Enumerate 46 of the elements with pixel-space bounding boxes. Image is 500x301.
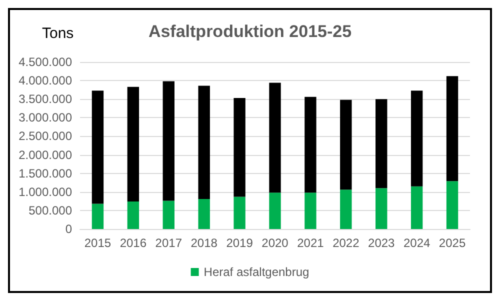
- bar: [92, 204, 104, 229]
- y-tick-label: 0: [65, 222, 72, 236]
- bar: [376, 188, 388, 229]
- y-tick-label: 3.500.000: [18, 92, 72, 106]
- legend-label: Heraf asfaltgenbrug: [204, 265, 310, 279]
- bar: [340, 100, 352, 190]
- x-tick-label: 2016: [120, 236, 147, 250]
- y-tick-label: 4.000.000: [18, 74, 72, 88]
- bar: [162, 81, 174, 201]
- bar: [446, 76, 458, 182]
- x-tick-label: 2019: [226, 236, 254, 250]
- y-tick-label: 2.000.000: [18, 148, 72, 162]
- bar: [198, 198, 210, 229]
- bar: [92, 90, 104, 204]
- bar: [410, 90, 423, 186]
- y-tick-label: 1.500.000: [18, 166, 72, 180]
- bar: [198, 86, 210, 199]
- bar: [127, 202, 140, 229]
- x-tick-label: 2015: [84, 236, 112, 250]
- y-axis-title: Tons: [42, 25, 74, 42]
- bar: [269, 192, 281, 229]
- bar: [127, 86, 140, 202]
- x-tick-label: 2022: [332, 236, 360, 250]
- bar: [410, 186, 423, 229]
- y-tick-label: 2.500.000: [18, 129, 72, 144]
- y-tick-label: 1.000.000: [18, 184, 72, 199]
- bar: [376, 99, 388, 188]
- y-tick-label: 500.000: [28, 203, 72, 218]
- bar: [234, 196, 246, 229]
- y-tick-label: 3.000.000: [18, 110, 72, 125]
- bar: [304, 192, 316, 229]
- bar: [162, 200, 174, 229]
- chart-title: Asfaltproduktion 2015-25: [148, 22, 352, 41]
- y-tick-label: 4.500.000: [18, 55, 72, 69]
- x-tick-label: 2018: [190, 236, 218, 250]
- bar: [234, 98, 246, 197]
- x-tick-label: 2025: [438, 236, 466, 250]
- bar: [446, 181, 458, 229]
- bar: [340, 190, 352, 229]
- x-tick-label: 2024: [403, 236, 430, 250]
- x-tick-label: 2021: [297, 236, 324, 250]
- x-tick-label: 2023: [368, 236, 396, 250]
- bar: [304, 96, 316, 193]
- x-tick-label: 2017: [155, 236, 182, 250]
- x-tick-label: 2020: [262, 236, 289, 250]
- bar: [269, 82, 281, 193]
